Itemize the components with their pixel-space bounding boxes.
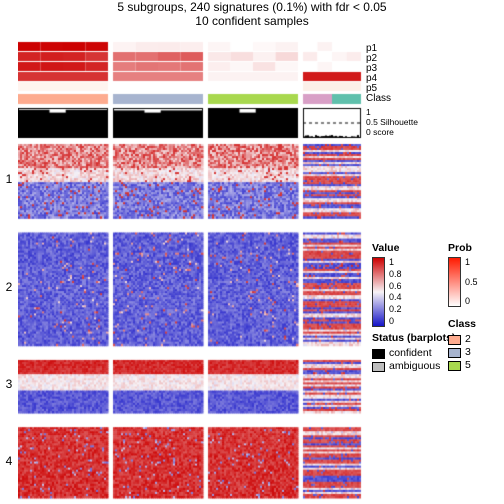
legend-class: Class 235 (448, 318, 476, 373)
legend-title: Class (448, 318, 476, 331)
heatmap-canvas (18, 32, 363, 500)
legend-title: Prob (448, 242, 478, 255)
legend-status: Status (barplots) confidentambiguous (372, 332, 455, 373)
annotation-row-labels: p1p2p3p4p5Class (366, 44, 391, 104)
row-group-label: 4 (6, 425, 13, 496)
row-group-labels: 1 2 3 4 (0, 32, 18, 500)
row-group-label: 2 (6, 230, 13, 343)
legend-item: 3 (448, 346, 476, 359)
legend-item: 5 (448, 359, 476, 372)
annot-label: Class (366, 94, 391, 104)
sil-tick: 0 score (366, 128, 418, 138)
legend-prob: Prob10.50 (448, 242, 478, 307)
row-group-label: 1 (6, 142, 13, 216)
silhouette-axis-labels: 10.5 Silhouette0 score (366, 108, 418, 138)
plot-subtitle: 10 confident samples (0, 14, 504, 28)
legend-item: ambiguous (372, 360, 455, 373)
legend-title: Value (372, 242, 402, 255)
row-group-label: 3 (6, 358, 13, 411)
legend-value: Value10.80.60.40.20 (372, 242, 402, 327)
legend-item: confident (372, 347, 455, 360)
plot-title: 5 subgroups, 240 signatures (0.1%) with … (0, 0, 504, 14)
legend-title: Status (barplots) (372, 332, 455, 345)
legend-item: 2 (448, 333, 476, 346)
